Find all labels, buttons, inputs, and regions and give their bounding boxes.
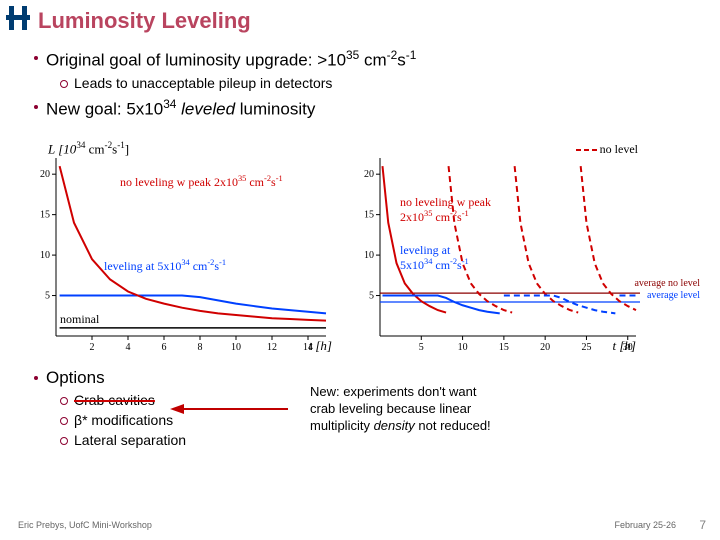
svg-text:10: 10 xyxy=(364,250,374,261)
chart-left-ylabel: L [1034 cm-2s-1] xyxy=(48,140,129,157)
chart-right-avg-nolevel: average no level xyxy=(634,278,700,289)
footer-author: Eric Prebys, UofC Mini-Workshop xyxy=(18,520,152,530)
svg-text:10: 10 xyxy=(40,250,50,261)
chart-right-nolevel: no level xyxy=(600,142,638,157)
fermilab-logo xyxy=(6,6,30,30)
footer-date: February 25-26 xyxy=(614,520,676,530)
svg-text:20: 20 xyxy=(540,342,550,353)
crab-note: New: experiments don't want crab levelin… xyxy=(310,384,580,435)
option-crab-cavities: Crab cavities xyxy=(60,392,186,408)
svg-text:5: 5 xyxy=(419,342,424,353)
chart-right-avg-level: average level xyxy=(647,290,700,301)
svg-text:15: 15 xyxy=(364,210,374,221)
options-title: Options xyxy=(34,368,186,388)
subbullet-pileup: Leads to unacceptable pileup in detector… xyxy=(60,75,700,91)
svg-text:15: 15 xyxy=(499,342,509,353)
chart-left-nominal-label: nominal xyxy=(60,312,99,327)
options-block: Options Crab cavities β* modifications L… xyxy=(34,368,186,452)
svg-text:10: 10 xyxy=(231,342,241,353)
luminosity-chart-left: 24681012145101520 L [1034 cm-2s-1] t [h]… xyxy=(20,138,340,356)
svg-text:20: 20 xyxy=(364,169,374,180)
chart-right-xlabel: t [h] xyxy=(613,338,636,354)
svg-text:12: 12 xyxy=(267,342,277,353)
svg-text:6: 6 xyxy=(162,342,167,353)
bullet-list: Original goal of luminosity upgrade: >10… xyxy=(34,48,700,123)
svg-text:5: 5 xyxy=(369,291,374,302)
chart-left-blue-label: leveling at 5x1034 cm-2s-1 xyxy=(104,258,226,274)
option-beta-star: β* modifications xyxy=(60,412,186,428)
chart-left-xlabel: t [h] xyxy=(309,338,332,354)
svg-text:10: 10 xyxy=(458,342,468,353)
svg-text:5: 5 xyxy=(45,291,50,302)
svg-text:20: 20 xyxy=(40,169,50,180)
svg-text:2: 2 xyxy=(90,342,95,353)
chart-left-red-label: no leveling w peak 2x1035 cm-2s-1 xyxy=(120,174,283,190)
page-number: 7 xyxy=(699,518,706,532)
luminosity-chart-right: 510152025305101520 t [h] no level no lev… xyxy=(348,138,700,356)
option-lateral-separation: Lateral separation xyxy=(60,432,186,448)
slide-title: Luminosity Leveling xyxy=(38,8,251,34)
chart-right-red-label: no leveling w peak 2x1035 cm-2s-1 xyxy=(400,196,491,224)
svg-text:15: 15 xyxy=(40,210,50,221)
svg-text:4: 4 xyxy=(126,342,131,353)
bullet-original-goal: Original goal of luminosity upgrade: >10… xyxy=(34,48,700,71)
chart-right-blue-label: leveling at 5x1034 cm-2s-1 xyxy=(400,244,469,272)
arrow-icon xyxy=(170,402,290,421)
bullet-new-goal: New goal: 5x1034 leveled luminosity xyxy=(34,97,700,120)
charts-row: 24681012145101520 L [1034 cm-2s-1] t [h]… xyxy=(20,138,700,358)
svg-text:25: 25 xyxy=(581,342,591,353)
svg-text:8: 8 xyxy=(198,342,203,353)
